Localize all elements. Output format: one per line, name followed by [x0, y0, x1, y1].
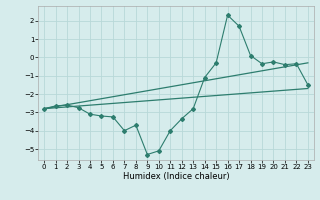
X-axis label: Humidex (Indice chaleur): Humidex (Indice chaleur): [123, 172, 229, 181]
